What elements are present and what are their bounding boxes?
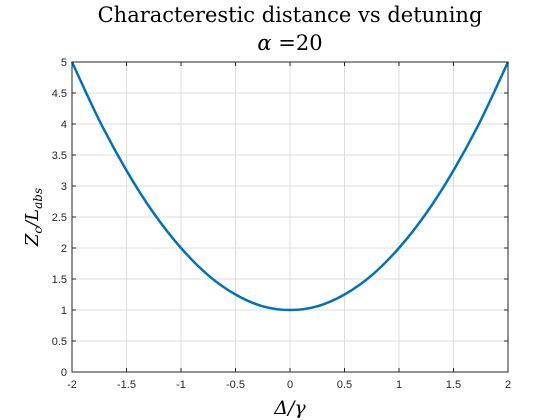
y-tick-label: 3.5 [52, 150, 67, 162]
grid [71, 61, 509, 373]
y-label-sub2: abs [31, 188, 45, 209]
y-tick-label: 4 [61, 119, 67, 131]
x-tick-label: -0.5 [226, 379, 245, 391]
y-tick-label: 0 [61, 367, 67, 379]
plot-area [70, 61, 510, 312]
y-tick-label: 4.5 [52, 88, 67, 100]
y-tick-label: 3 [61, 181, 67, 193]
chart-title: Characterestic distance vs detuning [98, 3, 483, 27]
subtitle-prefix: α = [257, 31, 295, 55]
y-tick-label: 2 [61, 243, 67, 255]
y-axis-label: Zc/Labs [22, 188, 45, 247]
x-tick-label: 1 [396, 379, 402, 391]
y-tick-label: 1.5 [52, 274, 67, 286]
x-tick-label: -2 [67, 379, 77, 391]
y-tick-label: 1 [61, 305, 67, 317]
subtitle-value: 20 [296, 31, 323, 55]
x-tick-label: -1 [176, 379, 186, 391]
x-tick-label: 0.5 [337, 379, 352, 391]
chart-subtitle: α =20 [257, 31, 322, 55]
tick-labels: -2 -1.5 -1 -0.5 0 0.5 1 1.5 2 0 0.5 1 1.5 2 2.5 3 3.5 4 4.… [52, 57, 511, 391]
x-tick-label: 1.5 [446, 379, 461, 391]
x-tick-label: 0 [287, 379, 293, 391]
y-label-sub1: c [31, 227, 45, 234]
ticks [71, 61, 509, 373]
y-tick-label: 2.5 [52, 212, 67, 224]
y-tick-label: 5 [61, 57, 67, 69]
y-tick-label: 0.5 [52, 336, 67, 348]
y-label-main: Z [22, 233, 43, 247]
x-tick-label: 2 [505, 379, 511, 391]
x-tick-label: -1.5 [117, 379, 136, 391]
x-axis-label: Δ/γ [273, 397, 306, 419]
series-line [70, 61, 510, 312]
y-label-div: /L [22, 209, 43, 229]
